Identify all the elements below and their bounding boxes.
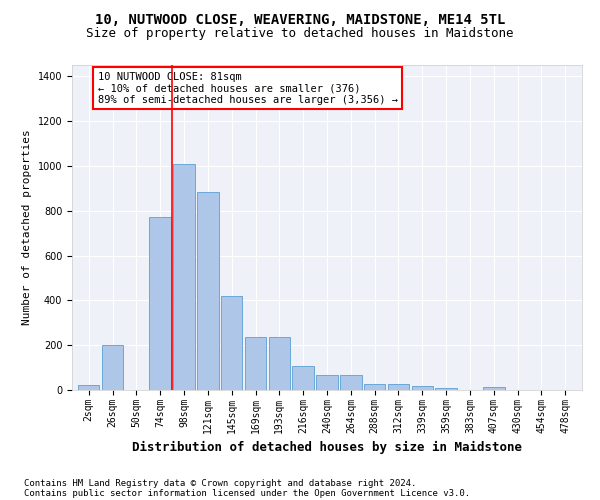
Bar [149,218,171,390]
Bar [340,375,362,390]
Bar [292,366,314,390]
Bar [388,384,409,390]
Bar [78,385,100,390]
Text: Contains HM Land Registry data © Crown copyright and database right 2024.: Contains HM Land Registry data © Crown c… [24,478,416,488]
X-axis label: Distribution of detached houses by size in Maidstone: Distribution of detached houses by size … [132,441,522,454]
Text: Size of property relative to detached houses in Maidstone: Size of property relative to detached ho… [86,28,514,40]
Text: 10 NUTWOOD CLOSE: 81sqm
← 10% of detached houses are smaller (376)
89% of semi-d: 10 NUTWOOD CLOSE: 81sqm ← 10% of detache… [97,72,398,104]
Bar [269,338,290,390]
Bar [364,384,385,390]
Bar [316,375,338,390]
Bar [221,296,242,390]
Bar [173,164,195,390]
Bar [245,338,266,390]
Bar [412,386,433,390]
Text: 10, NUTWOOD CLOSE, WEAVERING, MAIDSTONE, ME14 5TL: 10, NUTWOOD CLOSE, WEAVERING, MAIDSTONE,… [95,12,505,26]
Text: Contains public sector information licensed under the Open Government Licence v3: Contains public sector information licen… [24,488,470,498]
Bar [436,388,457,390]
Bar [102,344,123,390]
Bar [197,192,218,390]
Bar [483,388,505,390]
Y-axis label: Number of detached properties: Number of detached properties [22,130,32,326]
